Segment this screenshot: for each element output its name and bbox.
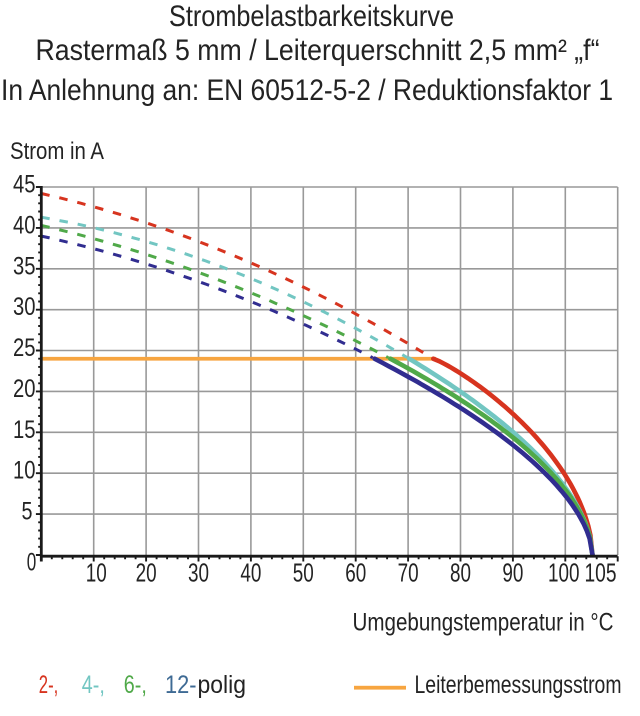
svg-text:100: 100 bbox=[548, 557, 580, 587]
svg-text:50: 50 bbox=[293, 557, 314, 587]
svg-text:40: 40 bbox=[13, 211, 36, 239]
svg-text:5: 5 bbox=[22, 498, 33, 526]
svg-text:80: 80 bbox=[450, 557, 471, 587]
svg-text:Strombelastbarkeitskurve: Strombelastbarkeitskurve bbox=[169, 0, 454, 33]
svg-text:10: 10 bbox=[13, 457, 36, 485]
svg-text:Strom in A: Strom in A bbox=[10, 138, 104, 165]
svg-text:4-,: 4-, bbox=[82, 671, 105, 699]
svg-text:15: 15 bbox=[13, 416, 36, 444]
svg-text:20: 20 bbox=[13, 375, 36, 403]
svg-text:polig: polig bbox=[198, 671, 247, 699]
svg-text:Rastermaß 5 mm / Leiterquersch: Rastermaß 5 mm / Leiterquerschnitt 2,5 m… bbox=[36, 34, 600, 67]
svg-text:12-: 12- bbox=[165, 671, 197, 699]
svg-text:10: 10 bbox=[86, 557, 107, 587]
svg-text:In Anlehnung an: EN 60512-5-2: In Anlehnung an: EN 60512-5-2 / Reduktio… bbox=[1, 74, 613, 107]
svg-text:30: 30 bbox=[188, 557, 209, 587]
svg-text:45: 45 bbox=[13, 171, 36, 199]
svg-text:90: 90 bbox=[502, 557, 523, 587]
svg-text:25: 25 bbox=[13, 334, 36, 362]
svg-text:6-,: 6-, bbox=[124, 671, 147, 699]
svg-text:70: 70 bbox=[398, 557, 419, 587]
svg-text:2-,: 2-, bbox=[39, 671, 59, 699]
svg-text:40: 40 bbox=[240, 557, 261, 587]
svg-text:0: 0 bbox=[27, 549, 37, 577]
svg-text:Leiterbemessungsstrom: Leiterbemessungsstrom bbox=[415, 671, 622, 699]
svg-text:105: 105 bbox=[585, 557, 617, 587]
svg-text:60: 60 bbox=[345, 557, 366, 587]
svg-text:35: 35 bbox=[13, 252, 36, 280]
svg-text:30: 30 bbox=[13, 293, 36, 321]
svg-text:20: 20 bbox=[136, 557, 157, 587]
svg-text:Umgebungstemperatur in °C: Umgebungstemperatur in °C bbox=[353, 609, 614, 637]
